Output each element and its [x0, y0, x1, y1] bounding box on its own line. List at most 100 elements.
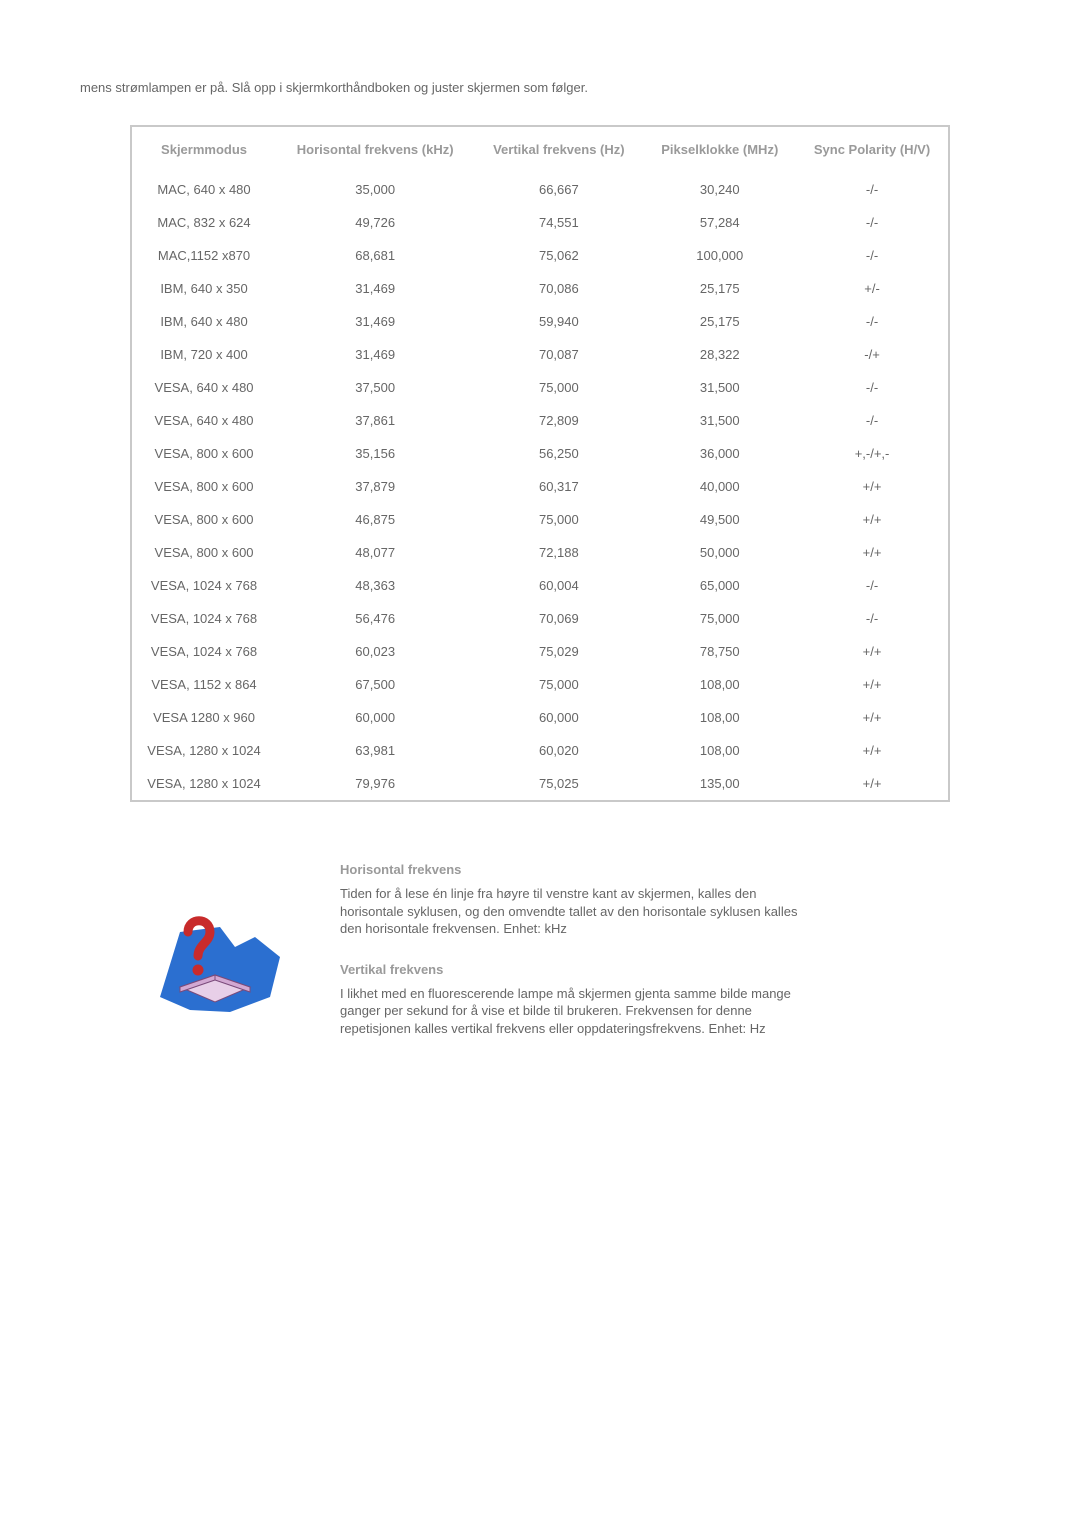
cell-mode: MAC,1152 x870	[131, 239, 276, 272]
cell-vfreq: 60,000	[474, 701, 643, 734]
cell-hfreq: 37,500	[276, 371, 474, 404]
cell-vfreq: 75,029	[474, 635, 643, 668]
cell-sync: -/-	[796, 569, 949, 602]
cell-sync: -/-	[796, 206, 949, 239]
cell-pclk: 57,284	[643, 206, 796, 239]
cell-mode: VESA, 640 x 480	[131, 404, 276, 437]
cell-vfreq: 60,004	[474, 569, 643, 602]
cell-mode: IBM, 640 x 350	[131, 272, 276, 305]
cell-mode: VESA, 1024 x 768	[131, 602, 276, 635]
display-mode-table: Skjermmodus Horisontal frekvens (kHz) Ve…	[130, 125, 950, 802]
cell-sync: +/+	[796, 767, 949, 801]
table-row: VESA, 640 x 48037,50075,00031,500-/-	[131, 371, 949, 404]
table-row: VESA, 800 x 60048,07772,18850,000+/+	[131, 536, 949, 569]
cell-hfreq: 68,681	[276, 239, 474, 272]
cell-pclk: 31,500	[643, 404, 796, 437]
cell-hfreq: 37,879	[276, 470, 474, 503]
cell-mode: VESA, 1152 x 864	[131, 668, 276, 701]
cell-mode: MAC, 640 x 480	[131, 173, 276, 206]
table-row: MAC, 832 x 62449,72674,55157,284-/-	[131, 206, 949, 239]
cell-hfreq: 35,156	[276, 437, 474, 470]
definitions-section: Horisontal frekvens Tiden for å lese én …	[100, 862, 980, 1061]
cell-vfreq: 66,667	[474, 173, 643, 206]
table-row: IBM, 720 x 40031,46970,08728,322-/+	[131, 338, 949, 371]
cell-vfreq: 70,086	[474, 272, 643, 305]
cell-mode: VESA 1280 x 960	[131, 701, 276, 734]
table-row: MAC, 640 x 48035,00066,66730,240-/-	[131, 173, 949, 206]
cell-pclk: 78,750	[643, 635, 796, 668]
cell-pclk: 36,000	[643, 437, 796, 470]
table-row: IBM, 640 x 48031,46959,94025,175-/-	[131, 305, 949, 338]
cell-hfreq: 31,469	[276, 338, 474, 371]
col-header-vfreq: Vertikal frekvens (Hz)	[474, 126, 643, 173]
cell-mode: VESA, 640 x 480	[131, 371, 276, 404]
cell-sync: -/-	[796, 239, 949, 272]
cell-pclk: 49,500	[643, 503, 796, 536]
cell-sync: -/-	[796, 173, 949, 206]
cell-sync: +/+	[796, 734, 949, 767]
cell-mode: IBM, 640 x 480	[131, 305, 276, 338]
cell-hfreq: 60,000	[276, 701, 474, 734]
cell-vfreq: 70,087	[474, 338, 643, 371]
cell-sync: +/+	[796, 668, 949, 701]
cell-pclk: 30,240	[643, 173, 796, 206]
cell-mode: VESA, 800 x 600	[131, 536, 276, 569]
col-header-hfreq: Horisontal frekvens (kHz)	[276, 126, 474, 173]
cell-sync: +/+	[796, 536, 949, 569]
table-row: VESA, 1280 x 102463,98160,020108,00+/+	[131, 734, 949, 767]
cell-hfreq: 60,023	[276, 635, 474, 668]
cell-pclk: 65,000	[643, 569, 796, 602]
cell-pclk: 108,00	[643, 701, 796, 734]
horizontal-freq-heading: Horisontal frekvens	[340, 862, 820, 877]
cell-vfreq: 59,940	[474, 305, 643, 338]
table-body: MAC, 640 x 48035,00066,66730,240-/-MAC, …	[131, 173, 949, 801]
col-header-pclk: Pikselklokke (MHz)	[643, 126, 796, 173]
cell-mode: VESA, 1024 x 768	[131, 569, 276, 602]
table-row: VESA, 1024 x 76860,02375,02978,750+/+	[131, 635, 949, 668]
cell-pclk: 108,00	[643, 668, 796, 701]
cell-vfreq: 72,188	[474, 536, 643, 569]
cell-mode: VESA, 1024 x 768	[131, 635, 276, 668]
page: mens strømlampen er på. Slå opp i skjerm…	[0, 0, 1080, 1101]
cell-pclk: 50,000	[643, 536, 796, 569]
table-row: VESA, 1152 x 86467,50075,000108,00+/+	[131, 668, 949, 701]
cell-sync: +/-	[796, 272, 949, 305]
cell-sync: +/+	[796, 470, 949, 503]
cell-pclk: 25,175	[643, 272, 796, 305]
cell-hfreq: 31,469	[276, 272, 474, 305]
cell-pclk: 25,175	[643, 305, 796, 338]
cell-pclk: 75,000	[643, 602, 796, 635]
table-row: VESA, 800 x 60035,15656,25036,000+,-/+,-	[131, 437, 949, 470]
cell-mode: VESA, 1280 x 1024	[131, 767, 276, 801]
cell-hfreq: 46,875	[276, 503, 474, 536]
table-row: VESA, 640 x 48037,86172,80931,500-/-	[131, 404, 949, 437]
definitions-text: Horisontal frekvens Tiden for å lese én …	[320, 862, 820, 1061]
intro-text: mens strømlampen er på. Slå opp i skjerm…	[80, 80, 1000, 95]
help-book-icon	[120, 862, 320, 1025]
cell-vfreq: 75,000	[474, 503, 643, 536]
cell-mode: VESA, 800 x 600	[131, 470, 276, 503]
cell-pclk: 40,000	[643, 470, 796, 503]
cell-sync: -/-	[796, 602, 949, 635]
table-row: VESA, 800 x 60046,87575,00049,500+/+	[131, 503, 949, 536]
horizontal-freq-body: Tiden for å lese én linje fra høyre til …	[340, 885, 820, 938]
cell-hfreq: 56,476	[276, 602, 474, 635]
table-header-row: Skjermmodus Horisontal frekvens (kHz) Ve…	[131, 126, 949, 173]
cell-hfreq: 37,861	[276, 404, 474, 437]
cell-pclk: 135,00	[643, 767, 796, 801]
cell-vfreq: 75,062	[474, 239, 643, 272]
cell-sync: +/+	[796, 635, 949, 668]
table-row: VESA, 800 x 60037,87960,31740,000+/+	[131, 470, 949, 503]
cell-mode: VESA, 1280 x 1024	[131, 734, 276, 767]
vertical-freq-heading: Vertikal frekvens	[340, 962, 820, 977]
col-header-mode: Skjermmodus	[131, 126, 276, 173]
cell-hfreq: 35,000	[276, 173, 474, 206]
cell-sync: +/+	[796, 503, 949, 536]
cell-sync: -/+	[796, 338, 949, 371]
table-row: VESA, 1024 x 76848,36360,00465,000-/-	[131, 569, 949, 602]
table-row: VESA, 1280 x 102479,97675,025135,00+/+	[131, 767, 949, 801]
cell-sync: +,-/+,-	[796, 437, 949, 470]
table-row: VESA, 1024 x 76856,47670,06975,000-/-	[131, 602, 949, 635]
cell-vfreq: 72,809	[474, 404, 643, 437]
col-header-sync: Sync Polarity (H/V)	[796, 126, 949, 173]
